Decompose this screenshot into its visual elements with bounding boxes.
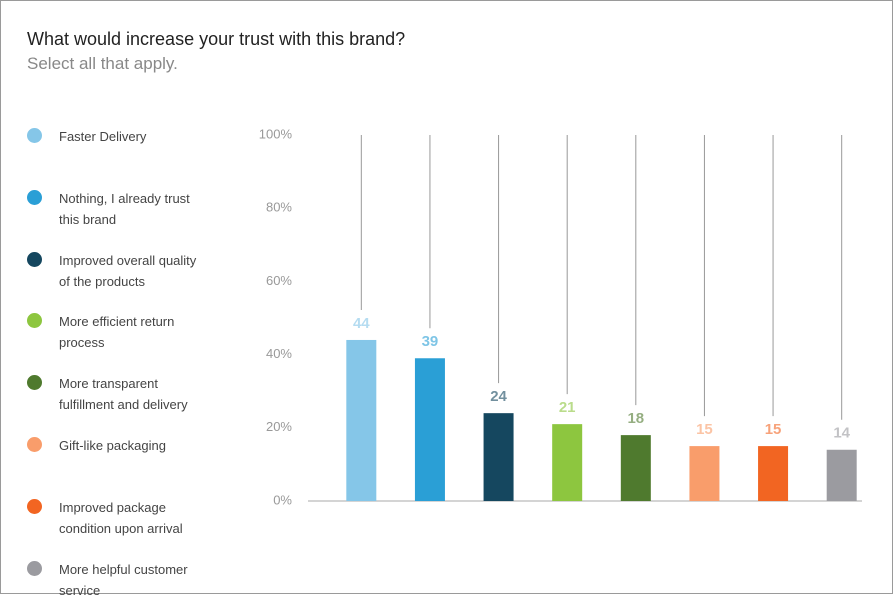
legend-label: More efficient return process [59, 314, 175, 351]
bar [689, 446, 720, 501]
bar [758, 446, 789, 501]
chart-title: What would increase your trust with this… [27, 29, 406, 49]
data-label: 15 [696, 421, 713, 438]
data-label: 18 [627, 410, 644, 427]
legend-swatch [27, 375, 42, 391]
bar [552, 424, 583, 501]
legend-label: More transparent fulfillment and deliver… [59, 376, 188, 413]
legend-swatch [27, 498, 42, 514]
data-label: 39 [422, 333, 439, 350]
y-tick-label: 60% [266, 273, 292, 288]
data-label: 44 [353, 315, 370, 332]
data-label: 24 [490, 388, 507, 405]
y-tick-label: 40% [266, 346, 292, 361]
legend-label: Improved package condition upon arrival [59, 499, 183, 536]
legend-swatch [27, 560, 42, 576]
y-tick-label: 20% [266, 419, 292, 434]
legend-label: Nothing, I already trust this brand [59, 190, 190, 227]
bar [826, 449, 857, 501]
data-label: 15 [765, 421, 782, 438]
data-label: 21 [559, 399, 576, 416]
legend-swatch [27, 251, 42, 267]
legend-swatch [27, 128, 42, 143]
legend-swatch [27, 437, 42, 452]
legend-label: Gift-like packaging [59, 438, 166, 453]
chart-subtitle: Select all that apply. [27, 54, 178, 73]
bar [483, 413, 514, 501]
y-tick-label: 100% [259, 126, 293, 141]
y-tick-label: 0% [273, 492, 292, 507]
data-label: 14 [833, 425, 850, 442]
bar [620, 435, 651, 501]
bar [346, 339, 377, 501]
legend-label: Faster Delivery [59, 129, 147, 144]
bar [414, 358, 445, 501]
legend-label: Improved overall quality of the products [59, 252, 197, 289]
y-tick-label: 80% [266, 200, 292, 215]
legend-swatch [27, 313, 42, 329]
legend-swatch [27, 189, 42, 205]
